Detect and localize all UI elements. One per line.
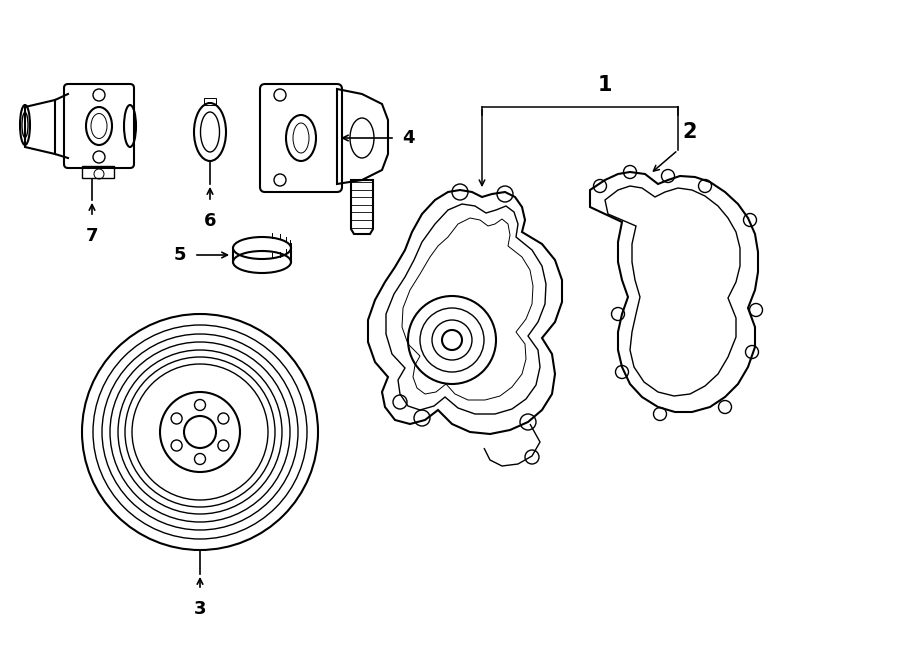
Text: 3: 3 xyxy=(194,600,206,618)
Text: 4: 4 xyxy=(402,129,415,147)
Text: 5: 5 xyxy=(174,246,186,264)
Text: 2: 2 xyxy=(682,122,697,142)
Text: 6: 6 xyxy=(203,212,216,230)
Text: 1: 1 xyxy=(598,75,612,95)
Text: 7: 7 xyxy=(86,227,98,245)
